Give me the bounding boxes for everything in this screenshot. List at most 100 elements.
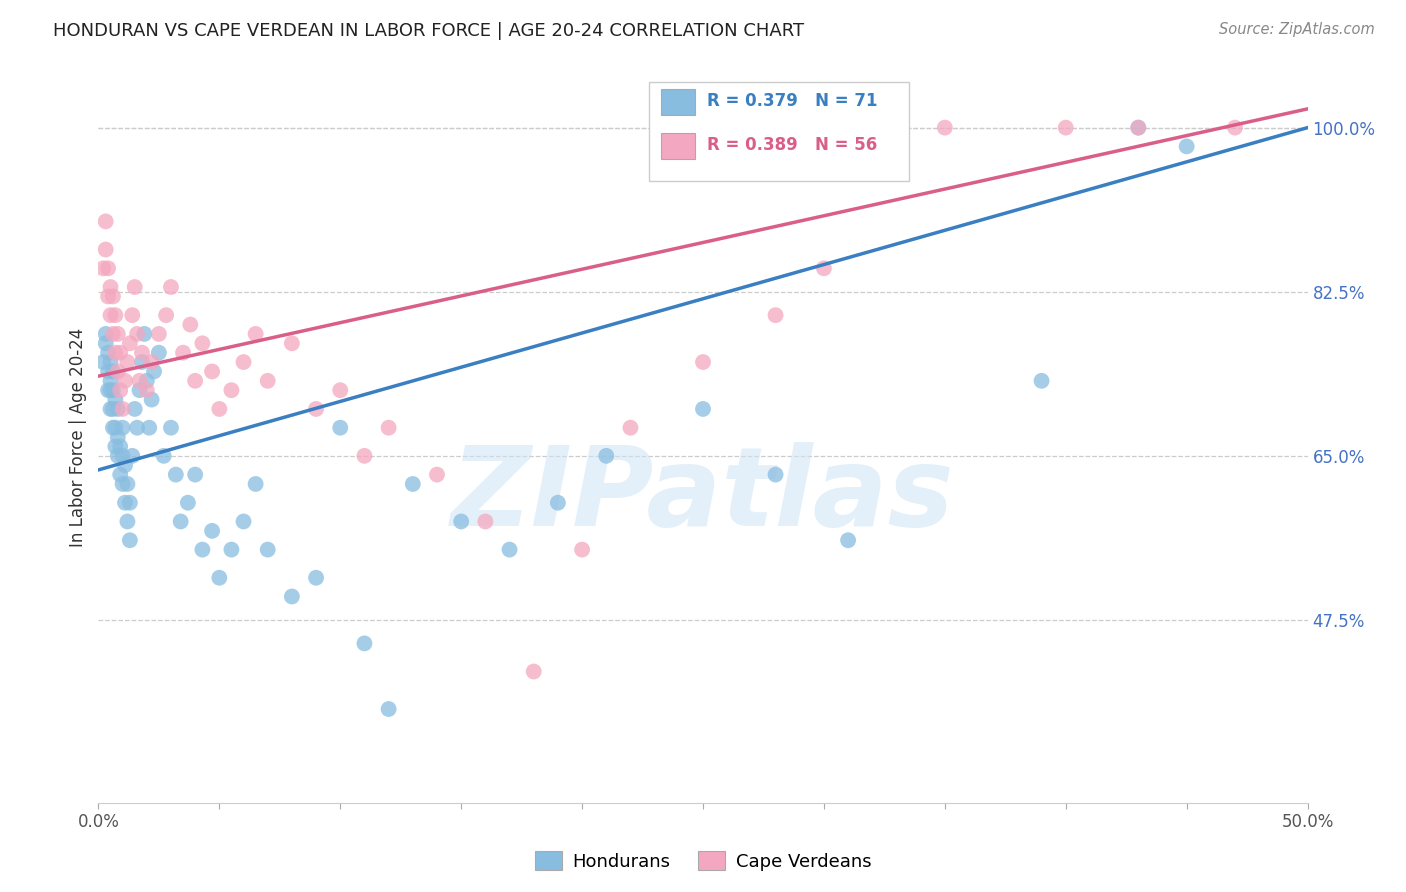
Cape Verdeans xyxy=(148,326,170,341)
Y-axis label: In Labor Force | Age 20-24: In Labor Force | Age 20-24 xyxy=(69,327,87,547)
Legend: Hondurans, Cape Verdeans: Hondurans, Cape Verdeans xyxy=(527,844,879,878)
Hondurans xyxy=(191,542,214,557)
Hondurans xyxy=(91,355,114,369)
Cape Verdeans xyxy=(124,280,146,294)
Hondurans xyxy=(100,383,122,397)
Cape Verdeans xyxy=(155,308,177,322)
Cape Verdeans xyxy=(114,374,136,388)
Cape Verdeans xyxy=(160,280,183,294)
Cape Verdeans xyxy=(97,261,120,276)
Hondurans xyxy=(1031,374,1053,388)
Cape Verdeans xyxy=(101,326,124,341)
Cape Verdeans xyxy=(128,374,150,388)
FancyBboxPatch shape xyxy=(661,133,695,159)
Cape Verdeans xyxy=(179,318,201,332)
Hondurans xyxy=(100,355,122,369)
Hondurans xyxy=(135,374,157,388)
Cape Verdeans xyxy=(245,326,267,341)
Cape Verdeans xyxy=(305,401,328,416)
Cape Verdeans xyxy=(692,355,714,369)
Hondurans xyxy=(1175,139,1198,153)
Cape Verdeans xyxy=(121,308,143,322)
Cape Verdeans xyxy=(191,336,214,351)
Hondurans xyxy=(117,515,139,529)
Cape Verdeans xyxy=(141,355,163,369)
Cape Verdeans xyxy=(232,355,254,369)
Hondurans xyxy=(208,571,231,585)
Hondurans xyxy=(114,496,136,510)
Cape Verdeans xyxy=(184,374,207,388)
Cape Verdeans xyxy=(135,383,157,397)
Hondurans xyxy=(121,449,143,463)
Hondurans xyxy=(107,401,129,416)
Hondurans xyxy=(104,440,127,454)
Cape Verdeans xyxy=(329,383,352,397)
Cape Verdeans xyxy=(426,467,449,482)
Hondurans xyxy=(114,458,136,473)
Hondurans xyxy=(97,383,120,397)
Hondurans xyxy=(138,420,160,434)
Hondurans xyxy=(97,364,120,378)
Cape Verdeans xyxy=(100,308,122,322)
Cape Verdeans xyxy=(765,308,787,322)
Cape Verdeans xyxy=(377,420,399,434)
Hondurans xyxy=(177,496,200,510)
Cape Verdeans xyxy=(91,261,114,276)
Cape Verdeans xyxy=(353,449,375,463)
Cape Verdeans xyxy=(172,345,194,359)
Hondurans xyxy=(152,449,174,463)
Hondurans xyxy=(124,401,146,416)
Hondurans xyxy=(165,467,187,482)
Hondurans xyxy=(101,420,124,434)
Cape Verdeans xyxy=(100,280,122,294)
Cape Verdeans xyxy=(117,355,139,369)
Hondurans xyxy=(765,467,787,482)
Hondurans xyxy=(108,467,131,482)
Hondurans xyxy=(104,420,127,434)
Hondurans xyxy=(94,336,117,351)
Hondurans xyxy=(111,477,134,491)
Cape Verdeans xyxy=(571,542,593,557)
Hondurans xyxy=(329,420,352,434)
FancyBboxPatch shape xyxy=(648,82,908,181)
Hondurans xyxy=(107,449,129,463)
Hondurans xyxy=(101,364,124,378)
Hondurans xyxy=(111,449,134,463)
Hondurans xyxy=(160,420,183,434)
Hondurans xyxy=(101,383,124,397)
Hondurans xyxy=(245,477,267,491)
Cape Verdeans xyxy=(221,383,243,397)
Hondurans xyxy=(221,542,243,557)
Hondurans xyxy=(118,496,141,510)
Hondurans xyxy=(1128,120,1150,135)
Hondurans xyxy=(595,449,617,463)
Hondurans xyxy=(118,533,141,548)
Cape Verdeans xyxy=(97,289,120,303)
Hondurans xyxy=(141,392,163,407)
Cape Verdeans xyxy=(108,345,131,359)
Hondurans xyxy=(837,533,859,548)
Hondurans xyxy=(127,420,149,434)
Hondurans xyxy=(281,590,304,604)
Hondurans xyxy=(101,401,124,416)
Hondurans xyxy=(377,702,399,716)
Cape Verdeans xyxy=(108,383,131,397)
Cape Verdeans xyxy=(94,214,117,228)
Hondurans xyxy=(134,326,156,341)
Text: HONDURAN VS CAPE VERDEAN IN LABOR FORCE | AGE 20-24 CORRELATION CHART: HONDURAN VS CAPE VERDEAN IN LABOR FORCE … xyxy=(53,22,804,40)
Cape Verdeans xyxy=(256,374,278,388)
Cape Verdeans xyxy=(1128,120,1150,135)
Cape Verdeans xyxy=(107,364,129,378)
Cape Verdeans xyxy=(118,336,141,351)
Cape Verdeans xyxy=(104,345,127,359)
Hondurans xyxy=(353,636,375,650)
Hondurans xyxy=(107,430,129,444)
Hondurans xyxy=(111,420,134,434)
Hondurans xyxy=(117,477,139,491)
Cape Verdeans xyxy=(94,243,117,257)
Hondurans xyxy=(201,524,224,538)
Hondurans xyxy=(131,355,153,369)
Cape Verdeans xyxy=(107,326,129,341)
Hondurans xyxy=(108,440,131,454)
Cape Verdeans xyxy=(281,336,304,351)
